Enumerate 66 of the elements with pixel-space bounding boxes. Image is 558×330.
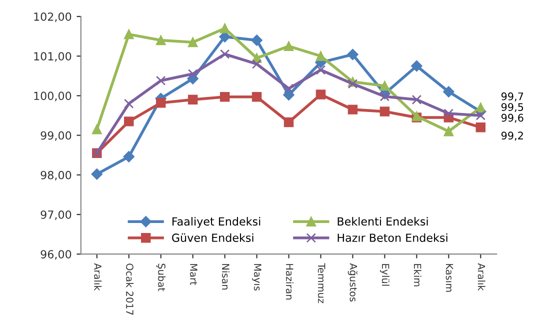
point (220, 49, 230, 59)
point (188, 94, 198, 105)
x-tick-label: Aralık (94, 263, 102, 291)
point (252, 92, 262, 102)
x-tick-label: Eylül (380, 264, 390, 286)
point (156, 76, 166, 86)
point (476, 122, 486, 132)
point (283, 89, 294, 101)
legend-label: Güven Endeksi (172, 233, 254, 242)
text: 99,7 (501, 92, 524, 102)
point (284, 84, 294, 94)
y-tick-label: 102,00 (34, 12, 72, 22)
point (156, 98, 166, 108)
point (412, 94, 422, 105)
x-tick-label: Nisan (222, 264, 230, 290)
y-tick-label: 101,00 (34, 52, 72, 62)
y-tick-label: 100,00 (34, 92, 72, 102)
point (284, 41, 294, 52)
point (444, 126, 454, 136)
y-tick-label: 99,00 (40, 131, 72, 141)
point (443, 86, 454, 98)
point (188, 69, 198, 79)
point (91, 168, 103, 180)
y-tick-label: 98,00 (40, 170, 72, 180)
x-tick-label: Kasım (446, 264, 454, 292)
point (156, 35, 166, 46)
point (316, 51, 326, 61)
point (411, 60, 422, 72)
text: 99,5 (501, 103, 524, 112)
point (316, 65, 326, 75)
text: 99,2 (501, 132, 523, 141)
point (476, 102, 486, 112)
x-tick-label: Mayıs (252, 264, 262, 291)
point (124, 116, 134, 126)
point (220, 24, 230, 34)
y-tick-label: 96,00 (40, 250, 72, 260)
x-tick-label: Temmuz (318, 263, 326, 304)
x-tick-label: Mart (190, 264, 198, 286)
point (444, 108, 454, 118)
legend-label: Hazır Beton Endeksi (338, 233, 448, 242)
point (380, 92, 390, 102)
x-tick-label: Ocak 2017 (126, 264, 134, 315)
legend-label: Beklenti Endeksi (338, 217, 428, 226)
text: 99,6 (501, 114, 524, 123)
point (124, 98, 134, 108)
x-tick-label: Ekim (414, 264, 422, 286)
point (284, 117, 294, 128)
point (251, 34, 262, 46)
point (380, 106, 390, 116)
legend-label: Faaliyet Endeksi (172, 217, 260, 228)
point (380, 80, 390, 91)
x-tick-label: Şubat (156, 264, 166, 292)
point (220, 92, 230, 102)
point (188, 37, 198, 48)
point (347, 48, 358, 60)
y-tick-label: 97,00 (40, 210, 72, 220)
x-tick-label: Haziran (286, 264, 294, 300)
point (348, 104, 358, 114)
point (92, 124, 102, 134)
point (476, 110, 486, 120)
x-tick-label: Aralık (478, 263, 486, 291)
point (123, 151, 134, 162)
point (316, 90, 326, 100)
x-tick-label: Ağustos (348, 263, 358, 302)
point (252, 59, 262, 69)
point (124, 29, 134, 40)
